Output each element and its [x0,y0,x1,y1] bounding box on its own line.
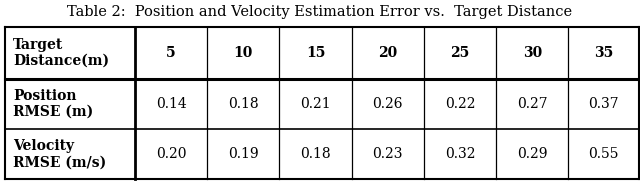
Text: 25: 25 [451,46,470,60]
Text: 0.29: 0.29 [517,147,548,161]
Text: 0.18: 0.18 [228,97,259,111]
Text: 0.27: 0.27 [517,97,548,111]
Text: 0.14: 0.14 [156,97,186,111]
Text: 0.23: 0.23 [372,147,403,161]
Text: 0.19: 0.19 [228,147,259,161]
Text: 0.32: 0.32 [445,147,476,161]
Text: Velocity
RMSE (m/s): Velocity RMSE (m/s) [13,139,106,169]
Text: 0.18: 0.18 [300,147,331,161]
Text: Position
RMSE (m): Position RMSE (m) [13,89,93,119]
Text: 0.20: 0.20 [156,147,186,161]
Text: 0.55: 0.55 [588,147,619,161]
Text: 5: 5 [166,46,176,60]
Text: 35: 35 [594,46,613,60]
Text: Target
Distance(m): Target Distance(m) [13,38,109,68]
Text: 10: 10 [234,46,253,60]
Text: 30: 30 [523,46,542,60]
Text: Table 2:  Position and Velocity Estimation Error vs.  Target Distance: Table 2: Position and Velocity Estimatio… [67,5,573,19]
Text: 15: 15 [306,46,325,60]
Text: 0.22: 0.22 [445,97,476,111]
Text: 0.37: 0.37 [588,97,619,111]
Text: 0.21: 0.21 [300,97,331,111]
Text: 0.26: 0.26 [372,97,403,111]
Text: 20: 20 [378,46,397,60]
